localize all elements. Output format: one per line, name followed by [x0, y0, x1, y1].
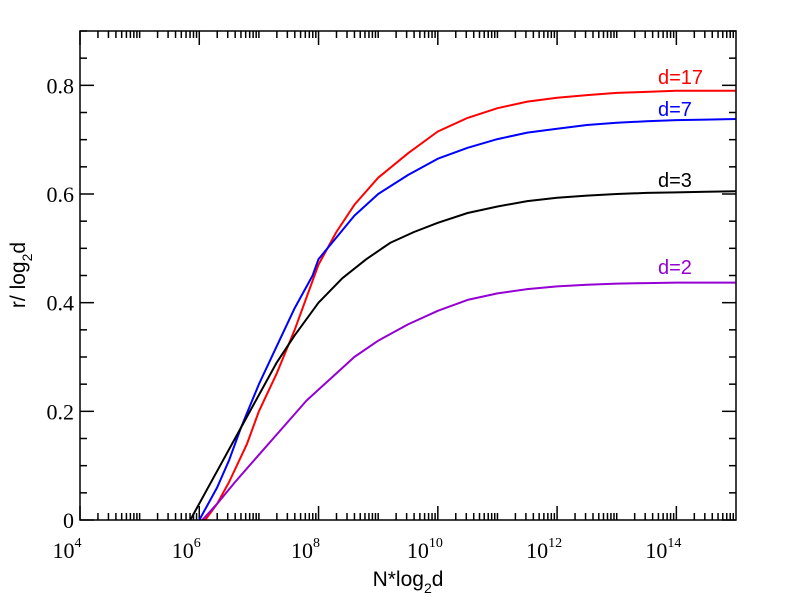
plot-frame	[79, 30, 737, 521]
tick-marks	[79, 30, 736, 521]
x-axis-title-rest: d	[432, 568, 444, 591]
x-tick-label: 106	[172, 536, 201, 563]
x-axis-title-base: N*log	[373, 568, 424, 591]
y-tick-label: 0	[63, 508, 74, 533]
x-tick-label: 104	[53, 536, 82, 563]
y-axis-title-base: r/ log	[7, 261, 30, 308]
series-label-d2: d=2	[658, 257, 692, 279]
y-tick-labels: 0 0.2 0.4 0.6 0.8	[47, 73, 75, 533]
y-axis-title: r/ log2d	[7, 242, 35, 308]
y-axis-title-rest: d	[7, 242, 30, 254]
x-axis-title-sub: 2	[424, 580, 432, 596]
y-tick-label: 0.8	[47, 73, 75, 98]
y-tick-label: 0.6	[47, 182, 75, 207]
y-tick-label: 0.2	[47, 399, 75, 424]
series-line-d7	[198, 118, 737, 521]
x-tick-label: 1010	[407, 536, 443, 563]
x-tick-label: 1014	[645, 536, 681, 563]
series-lines	[189, 89, 737, 521]
x-tick-label: 1012	[526, 536, 562, 563]
series-line-d3	[189, 190, 737, 521]
y-axis-title-sub: 2	[19, 253, 35, 261]
y-tick-label: 0.4	[47, 291, 75, 316]
x-tick-label: 108	[291, 536, 320, 563]
series-label-d17: d=17	[658, 67, 703, 89]
series-line-d2	[201, 281, 736, 521]
series-label-d7: d=7	[658, 99, 692, 121]
x-tick-labels: 104 106 108 1010 1012 1014	[53, 536, 682, 563]
series-line-d17	[204, 89, 736, 521]
series-label-d3: d=3	[658, 170, 692, 192]
x-axis-title: N*log2d	[373, 568, 444, 596]
